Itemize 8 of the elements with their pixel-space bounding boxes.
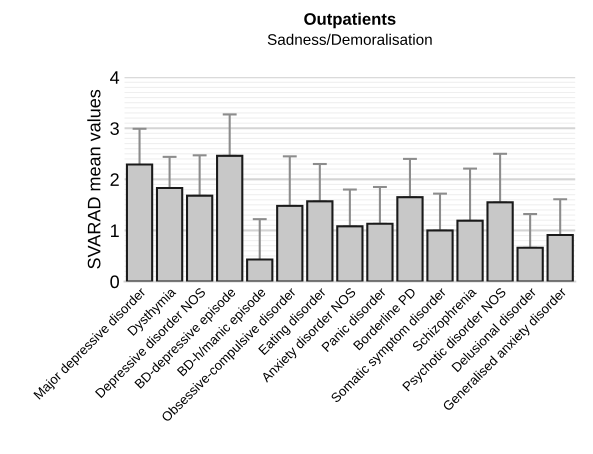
chart-subtitle: Sadness/Demoralisation (268, 34, 432, 45)
y-tick-label: 0 (110, 275, 119, 288)
chart-title: Outpatients (304, 12, 396, 28)
y-axis-title: SVARAD mean values (87, 90, 101, 269)
y-tick-label: 2 (110, 173, 119, 186)
y-tick-label: 3 (110, 122, 119, 135)
y-tick-label: 1 (111, 224, 119, 237)
y-tick-label: 4 (110, 71, 120, 84)
